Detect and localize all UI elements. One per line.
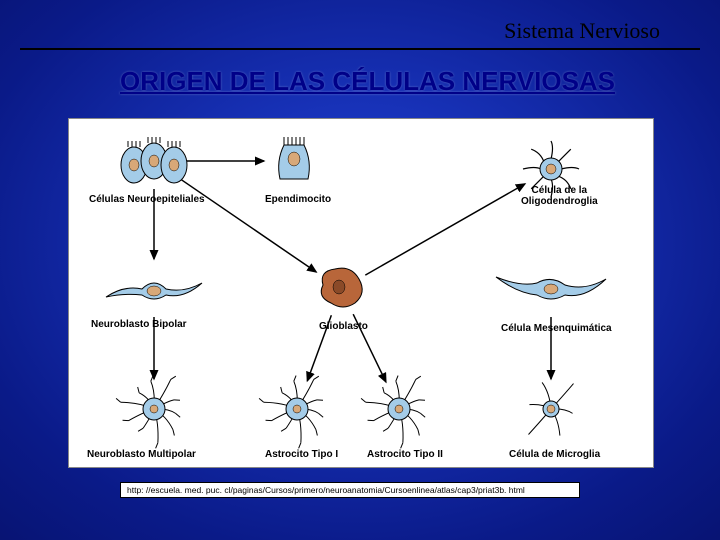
label-neuroepi: Células Neuroepiteliales — [89, 194, 205, 205]
page-header: Sistema Nervioso — [504, 18, 660, 44]
label-oligo: Célula de laOligodendroglia — [521, 185, 598, 207]
label-multipolar: Neuroblasto Multipolar — [87, 449, 196, 460]
cell-origin-diagram: Células Neuroepiteliales Ependimocito Célu… — [68, 118, 654, 468]
citation-box: http: //escuela. med. puc. cl/paginas/Cu… — [120, 482, 580, 498]
cell-ependimo — [279, 137, 310, 179]
cell-microglia — [528, 382, 573, 435]
edge-neuroepi-glioblasto — [177, 177, 316, 272]
cell-mesenq — [496, 277, 606, 299]
cell-astro1 — [259, 376, 323, 449]
label-astro1: Astrocito Tipo I — [265, 449, 338, 460]
label-mesenq: Célula Mesenquimática — [501, 323, 612, 334]
cell-glioblasto — [321, 268, 362, 307]
cell-neuroepi — [121, 137, 187, 183]
label-ependimo: Ependimocito — [265, 194, 331, 205]
slide-title: ORIGEN DE LAS CÉLULAS NERVIOSAS — [120, 66, 615, 97]
label-bipolar: Neuroblasto Bipolar — [91, 319, 187, 330]
label-astro2: Astrocito Tipo II — [367, 449, 443, 460]
edge-glioblasto-oligo — [365, 184, 525, 275]
label-glioblasto: Glioblasto — [319, 321, 368, 332]
cell-astro2 — [361, 376, 425, 449]
label-microglia: Célula de Microglia — [509, 449, 600, 460]
diagram-svg — [69, 119, 655, 469]
cell-bipolar — [106, 283, 202, 299]
cell-multipolar — [116, 376, 180, 449]
header-rule — [20, 48, 700, 50]
